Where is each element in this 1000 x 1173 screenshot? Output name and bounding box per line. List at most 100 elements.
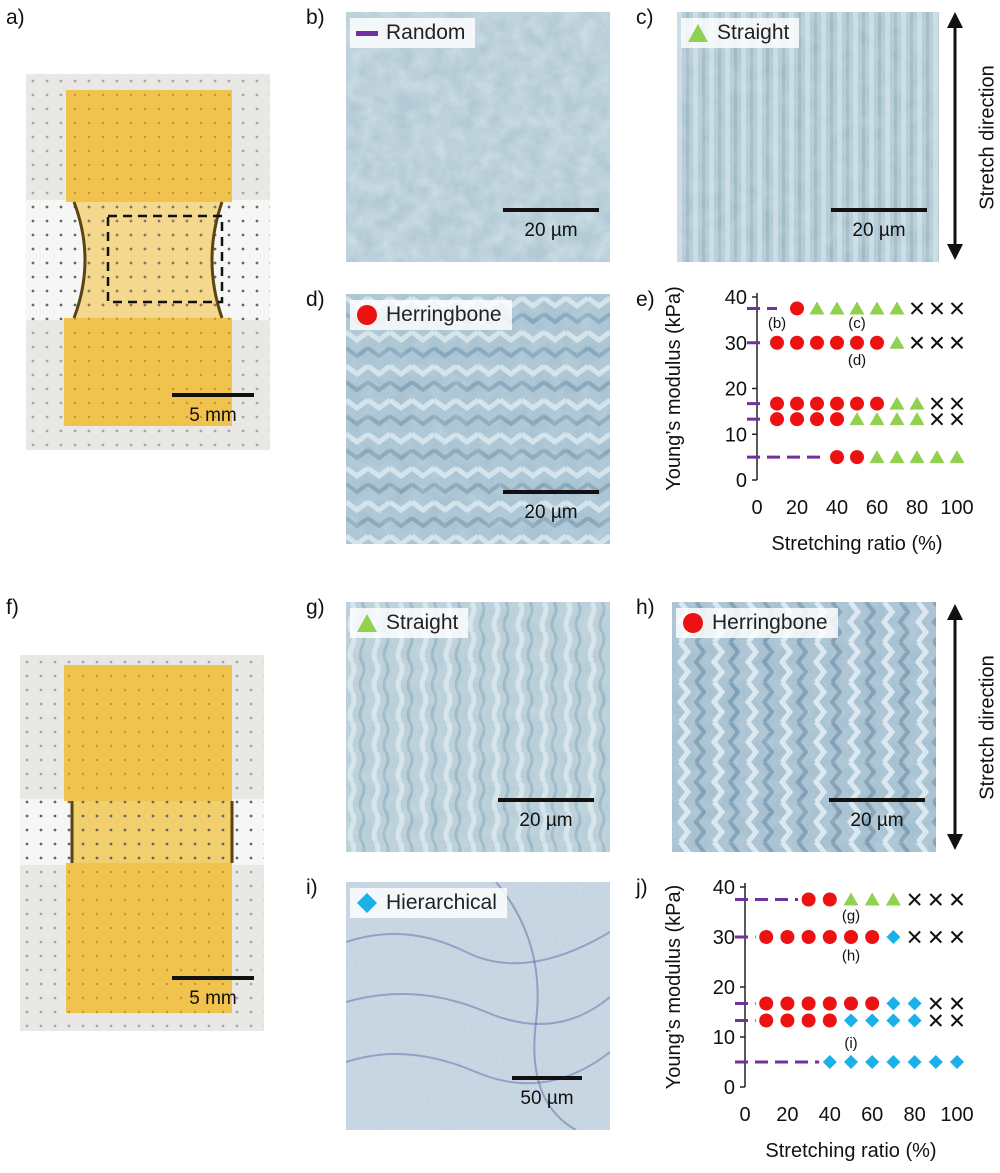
legend-tag-c-label: Straight [717, 21, 790, 44]
fail-point-stroke [908, 893, 921, 906]
scale-label-d: 20 µm [524, 502, 578, 523]
panel-label-e: e) [636, 288, 655, 311]
annotation: (b) [768, 315, 786, 332]
herringbone-point [780, 930, 795, 944]
fail-point [950, 302, 964, 315]
y-tick-label: 10 [725, 424, 747, 446]
herringbone-point [790, 412, 804, 427]
straight-point [889, 301, 905, 315]
sample-photo-a-drawing [26, 74, 270, 450]
x-tick-label: 20 [786, 497, 808, 519]
dash-icon [356, 30, 378, 36]
micrograph-h-texture [672, 602, 936, 852]
triangle-icon [688, 24, 708, 42]
legend-tag-i-label: Hierarchical [386, 891, 497, 914]
annotation: (d) [848, 352, 866, 369]
hierarchical-point [844, 1013, 858, 1028]
herringbone-point [822, 996, 837, 1011]
x-tick-label: 40 [826, 497, 848, 519]
herringbone-point [801, 996, 816, 1011]
fail-point [950, 397, 964, 410]
hierarchical-point [844, 1055, 858, 1069]
hierarchical-point [886, 1055, 901, 1069]
panel-label-a: a) [6, 6, 25, 29]
panel-label-j: j) [636, 876, 648, 899]
herringbone-point [780, 996, 795, 1011]
x-axis-label: Stretching ratio (%) [771, 533, 942, 555]
straight-point [885, 892, 901, 906]
scale-label-b: 20 µm [524, 220, 578, 241]
scale-bar-i [512, 1076, 582, 1080]
x-tick-label: 40 [819, 1104, 841, 1126]
x-tick-label: 20 [776, 1104, 798, 1126]
hierarchical-point [907, 1013, 922, 1028]
fail-point-stroke [950, 336, 964, 349]
y-tick-label: 30 [725, 333, 747, 355]
x-tick-label: 60 [866, 497, 888, 519]
scale-bar-a [172, 393, 254, 397]
straight-point [929, 450, 945, 464]
scale-bar-c [831, 208, 927, 212]
hierarchical-point [886, 1013, 901, 1028]
herringbone-point [770, 335, 784, 350]
y-tick-label: 40 [725, 287, 747, 309]
fail-point-stroke [929, 930, 943, 944]
herringbone-point [850, 396, 864, 411]
straight-point [809, 301, 825, 315]
hierarchical-point [865, 1013, 880, 1028]
herringbone-point [759, 930, 774, 944]
fail-point [908, 930, 921, 944]
fail-point [929, 997, 943, 1010]
fail-point-stroke [929, 893, 943, 906]
hierarchical-point [950, 1055, 964, 1069]
herringbone-point [810, 335, 824, 350]
x-axis-label: Stretching ratio (%) [765, 1140, 936, 1162]
micrograph-g: Straight 20 µm [346, 602, 610, 852]
hierarchical-point [865, 1055, 880, 1069]
fail-point-stroke [930, 397, 944, 410]
legend-tag-g: Straight [350, 608, 469, 638]
scale-label-g: 20 µm [519, 810, 573, 831]
micrograph-i-texture [346, 882, 610, 1130]
fail-point-stroke [910, 302, 924, 315]
panel-label-f: f) [6, 596, 19, 619]
scale-label-h: 20 µm [850, 810, 904, 831]
x-tick-label: 60 [861, 1104, 883, 1126]
hierarchical-point [907, 996, 922, 1011]
fail-point-stroke [950, 412, 964, 426]
scale-bar-d [503, 490, 599, 494]
fail-point-stroke [910, 336, 924, 349]
herringbone-point [790, 335, 804, 350]
fail-point [950, 336, 964, 349]
stretch-direction-label-bottom: Stretch direction [976, 655, 999, 800]
straight-point [849, 301, 865, 315]
fail-point [950, 997, 964, 1010]
diamond-icon [357, 893, 377, 913]
straight-point [909, 412, 925, 426]
panel-label-d: d) [306, 288, 325, 311]
y-tick-label: 40 [713, 877, 735, 899]
hierarchical-point [928, 1055, 943, 1069]
micrograph-c-texture [677, 12, 939, 262]
straight-point [889, 450, 905, 464]
circle-icon [357, 305, 377, 325]
legend-tag-h: Herringbone [676, 608, 838, 638]
panel-label-b: b) [306, 6, 325, 29]
straight-point [949, 450, 965, 464]
straight-point [869, 301, 885, 315]
stretch-direction-label-top: Stretch direction [976, 65, 999, 210]
x-tick-label: 100 [940, 1104, 973, 1126]
y-tick-label: 10 [713, 1027, 735, 1049]
legend-tag-i: Hierarchical [350, 888, 507, 918]
herringbone-point [822, 1013, 837, 1028]
fail-point-stroke [950, 397, 964, 410]
micrograph-c: Straight 20 µm [677, 12, 939, 262]
fail-point [908, 893, 921, 906]
herringbone-point [759, 1013, 774, 1028]
herringbone-point [844, 996, 858, 1011]
scale-bar-h [829, 798, 925, 802]
straight-point [829, 301, 845, 315]
herringbone-point [810, 396, 824, 411]
x-tick-label: 80 [906, 497, 928, 519]
straight-point [909, 450, 925, 464]
